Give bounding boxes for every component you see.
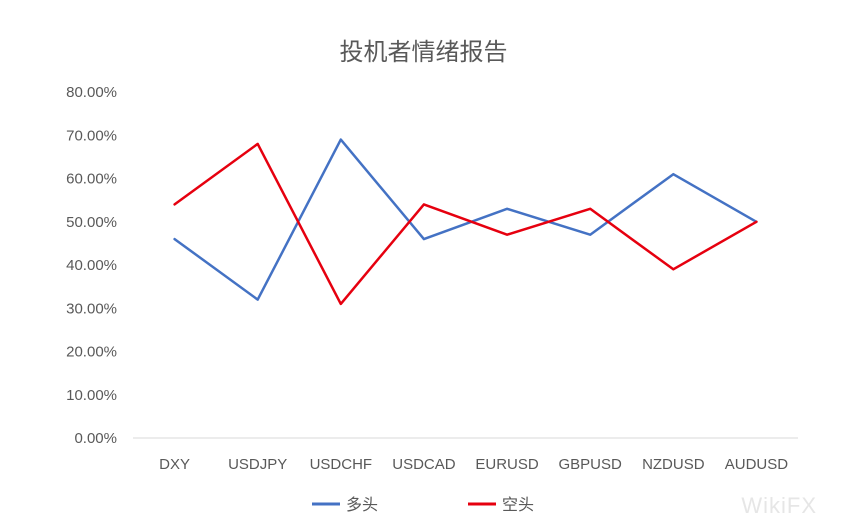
x-axis-ticks: DXY USDJPY USDCHF USDCAD EURUSD GBPUSD NZDUSD A… (159, 456, 788, 473)
y-tick-label: 20.00% (66, 344, 117, 361)
y-tick-label: 10.00% (66, 387, 117, 404)
legend-label: 空头 (502, 495, 534, 514)
x-tick-label: AUDUSD (725, 456, 789, 473)
x-tick-label: DXY (159, 456, 190, 473)
y-tick-label: 80.00% (66, 84, 117, 101)
watermark: WikiFX (741, 493, 817, 518)
series-line (173, 138, 758, 301)
y-tick-label: 50.00% (66, 214, 117, 231)
y-tick-label: 60.00% (66, 171, 117, 188)
x-tick-label: USDCAD (392, 456, 456, 473)
legend: 多头 空头 (312, 495, 534, 514)
y-axis-ticks: 0.00% 10.00% 20.00% 30.00% 40.00% 50.00% 60.00… (66, 84, 117, 447)
legend-label: 多头 (346, 495, 378, 514)
y-tick-label: 30.00% (66, 300, 117, 317)
y-tick-label: 40.00% (66, 257, 117, 274)
y-tick-label: 0.00% (74, 430, 117, 447)
x-tick-label: GBPUSD (559, 456, 623, 473)
x-tick-label: USDCHF (310, 456, 373, 473)
series-lines (173, 138, 758, 306)
x-tick-label: NZDUSD (642, 456, 705, 473)
chart-title: 投机者情绪报告 (339, 38, 508, 66)
series-line (173, 142, 758, 306)
y-tick-label: 70.00% (66, 127, 117, 144)
x-tick-label: EURUSD (475, 456, 539, 473)
x-tick-label: USDJPY (228, 456, 287, 473)
